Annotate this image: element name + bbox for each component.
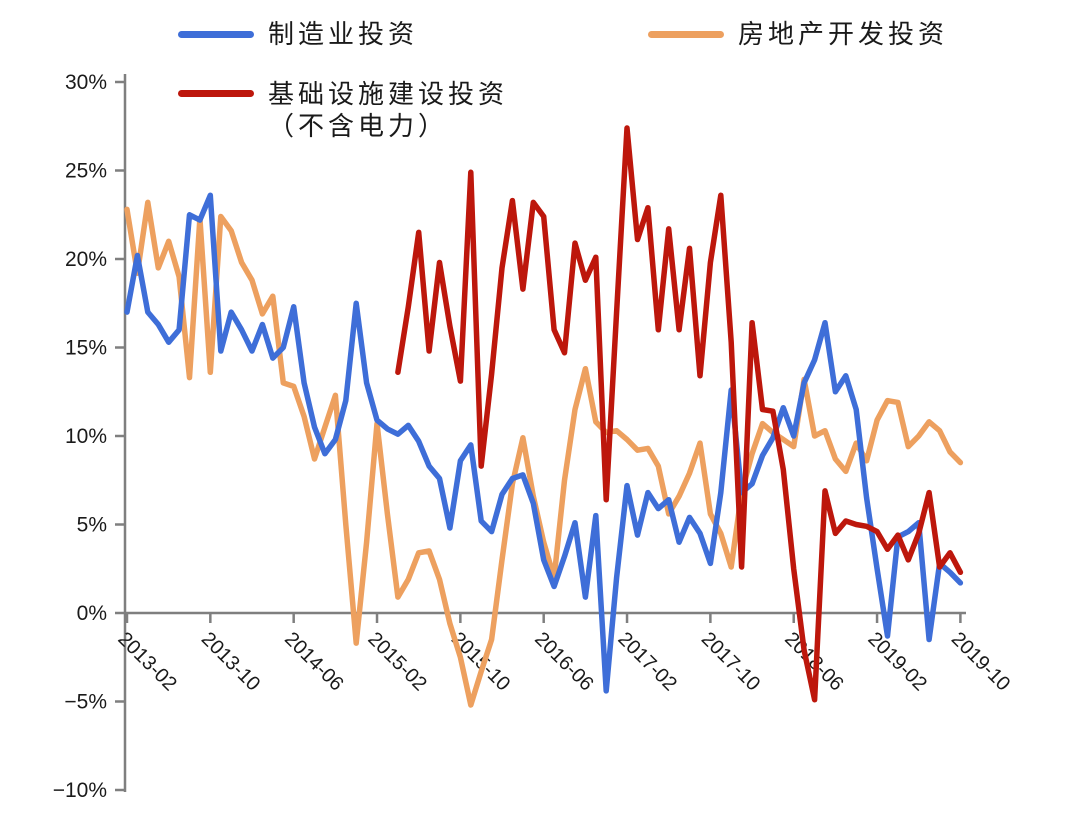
line-real-estate [124, 199, 964, 708]
y-tick-label: 10% [65, 425, 107, 448]
legend-swatch-manufacturing-line [178, 30, 254, 38]
x-tick-label: 2017-02 [614, 628, 681, 695]
legend-swatch-infrastructure-line [178, 90, 254, 97]
legend-item-manufacturing: 制造业投资 [178, 18, 418, 50]
y-tick-label: 25% [65, 160, 107, 183]
line-infrastructure [395, 125, 964, 703]
x-tick-label: 2019-10 [947, 628, 1014, 695]
x-tick-label: 2013-10 [197, 628, 264, 695]
legend-item-real-estate: 房地产开发投资 [648, 18, 948, 50]
legend-label-infrastructure-line2: （不含电力） [268, 111, 449, 141]
x-tick-label: 2019-02 [864, 628, 931, 695]
y-tick-label: 5% [77, 514, 107, 537]
y-tick-label: 15% [65, 337, 107, 360]
y-tick-label: 20% [65, 248, 107, 271]
legend-label-real-estate: 房地产开发投资 [738, 19, 949, 49]
y-tick-label: −5% [64, 691, 107, 714]
y-tick-label: 0% [77, 602, 107, 625]
x-tick-label: 2016-06 [530, 628, 597, 695]
x-tick-label: 2015-02 [363, 628, 430, 695]
x-tick-label: 2014-06 [280, 628, 347, 695]
legend-label-infrastructure: 基础设施建设投资 [268, 79, 509, 109]
legend-label-manufacturing: 制造业投资 [268, 19, 419, 49]
x-tick-label: 2017-10 [697, 628, 764, 695]
legend-item-infrastructure: 基础设施建设投资 （不含电力） [178, 78, 508, 142]
x-tick-label: 2013-02 [113, 628, 180, 695]
y-tick-label: −10% [53, 779, 107, 802]
y-tick-label: 30% [65, 71, 107, 94]
legend-swatch-real-estate-line [648, 30, 724, 38]
line-manufacturing [124, 192, 964, 694]
